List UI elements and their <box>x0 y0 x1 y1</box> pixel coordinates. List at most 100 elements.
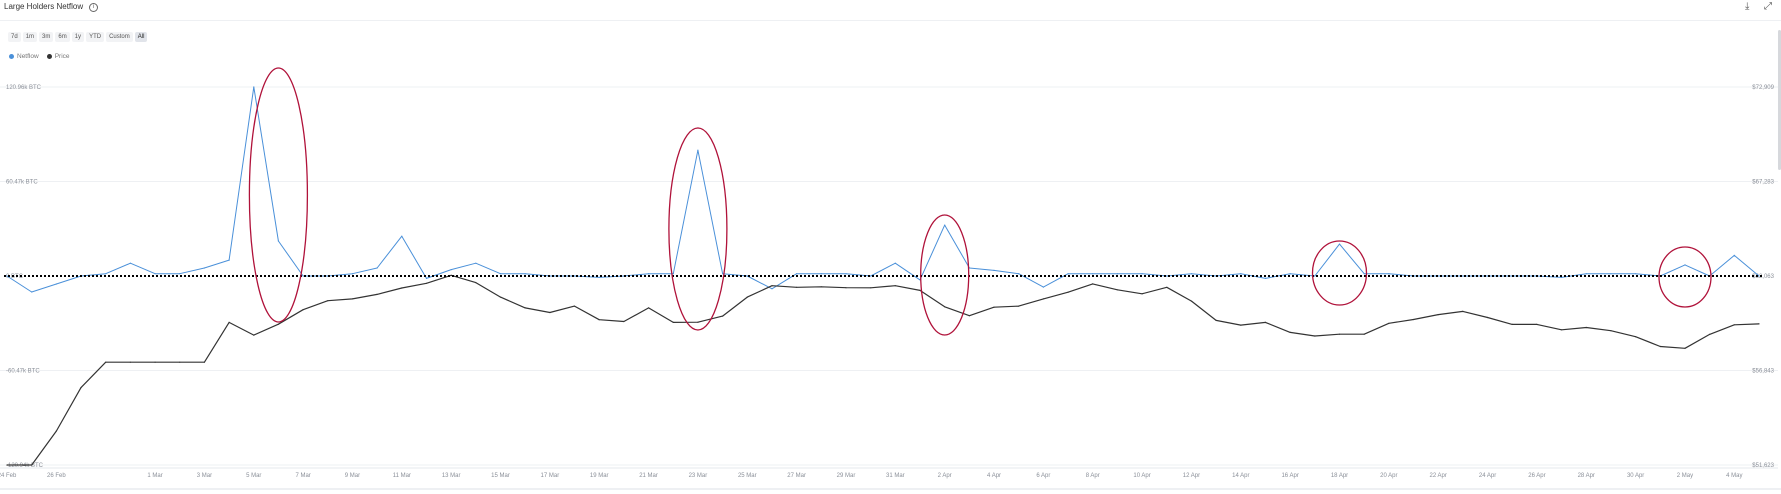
x-tick-label: 23 Mar <box>689 473 708 479</box>
x-tick-label: 27 Mar <box>787 473 806 479</box>
data-point-price <box>648 307 650 309</box>
data-point-price <box>401 287 403 289</box>
legend-item-price[interactable]: Price <box>46 53 70 60</box>
legend-price-label: Price <box>54 53 70 60</box>
data-point-price <box>425 282 428 284</box>
data-point-netflow <box>672 273 674 275</box>
x-tick-label: 20 Apr <box>1380 473 1397 479</box>
data-point-price <box>1536 323 1538 325</box>
data-point-netflow <box>1363 273 1365 275</box>
x-tick-label: 22 Apr <box>1430 473 1447 479</box>
expand-icon[interactable]: ⤢ <box>1764 1 1772 12</box>
data-point-netflow <box>376 267 378 269</box>
data-point-price <box>1733 324 1735 326</box>
range-7d-button[interactable]: 7d <box>8 32 21 42</box>
highlight-ellipse <box>668 127 728 331</box>
data-point-netflow <box>573 275 576 277</box>
data-point-price <box>1289 331 1291 333</box>
data-point-price <box>820 286 822 288</box>
download-icon[interactable]: ⤓ <box>1745 1 1750 12</box>
data-point-netflow <box>450 269 452 271</box>
x-tick-label: 24 Feb <box>0 473 17 479</box>
data-point-price <box>845 287 847 289</box>
data-point-price <box>1190 300 1193 302</box>
range-all-button[interactable]: All <box>134 32 148 42</box>
highlight-ellipse <box>1658 246 1712 308</box>
data-point-price <box>499 296 502 298</box>
data-point-netflow <box>499 273 502 275</box>
x-tick-label: 26 Feb <box>47 473 66 479</box>
data-point-price <box>1042 298 1044 300</box>
chart-header: Large Holders Netflow i ⤓ ⤢ <box>0 0 1781 21</box>
y-left-tick-label: 0 BTC <box>6 274 24 280</box>
x-tick-label: 26 Apr <box>1528 473 1545 479</box>
data-point-netflow <box>203 267 205 269</box>
data-point-netflow <box>277 240 279 242</box>
range-3m-button[interactable]: 3m <box>39 32 54 42</box>
data-point-price <box>1116 289 1118 291</box>
data-point-price <box>179 361 181 363</box>
x-tick-label: 5 Mar <box>246 473 261 479</box>
range-custom-button[interactable]: Custom <box>106 32 133 42</box>
y-right-tick-label: $62,063 <box>1752 274 1774 280</box>
data-point-price <box>944 306 946 308</box>
data-point-price <box>475 282 477 284</box>
data-point-netflow <box>1067 273 1069 275</box>
data-point-price <box>1338 333 1341 335</box>
data-point-price <box>1709 333 1711 335</box>
data-point-price <box>968 315 971 317</box>
y-right-tick-label: $67,283 <box>1752 180 1774 186</box>
data-point-price <box>1437 314 1439 316</box>
data-point-netflow <box>475 262 477 264</box>
data-point-price <box>1412 318 1415 321</box>
data-point-netflow <box>1462 275 1464 277</box>
scrollbar[interactable] <box>1778 30 1781 170</box>
data-point-price <box>1511 323 1513 325</box>
legend-item-netflow[interactable]: Netflow <box>9 53 39 60</box>
y-right-tick-label: $56,843 <box>1752 369 1774 375</box>
data-point-price <box>1585 326 1587 329</box>
data-point-price <box>722 315 724 317</box>
data-point-netflow <box>1264 277 1267 279</box>
data-point-netflow <box>179 273 181 275</box>
data-point-price <box>870 287 872 289</box>
y-left-tick-label: -60.47k BTC <box>6 369 40 375</box>
data-point-price <box>1462 310 1464 312</box>
data-point-netflow <box>820 273 822 275</box>
data-point-netflow <box>129 262 131 264</box>
data-point-netflow <box>771 288 773 290</box>
range-6m-button[interactable]: 6m <box>55 32 70 42</box>
info-icon[interactable]: i <box>89 3 98 12</box>
series-line-price <box>7 274 1760 466</box>
range-1m-button[interactable]: 1m <box>22 32 38 42</box>
x-tick-label: 13 Mar <box>442 473 461 479</box>
data-point-price <box>771 285 773 287</box>
data-point-netflow <box>1758 275 1760 277</box>
data-point-netflow <box>105 273 107 275</box>
data-point-price <box>80 387 82 389</box>
data-point-netflow <box>993 269 995 271</box>
data-point-netflow <box>154 273 156 275</box>
x-tick-label: 6 Apr <box>1036 473 1050 479</box>
x-tick-label: 4 Apr <box>987 473 1001 479</box>
data-point-netflow <box>722 273 724 275</box>
range-1y-button[interactable]: 1y <box>71 32 85 42</box>
legend-netflow-dot <box>9 54 14 59</box>
data-point-price <box>1018 305 1020 307</box>
x-tick-label: 31 Mar <box>886 473 905 479</box>
data-point-price <box>203 361 205 363</box>
y-right-tick-label: $51,623 <box>1752 463 1774 469</box>
y-right-tick-label: $72,909 <box>1752 85 1774 91</box>
x-tick-label: 4 May <box>1726 473 1742 479</box>
data-point-price <box>623 320 625 323</box>
data-point-netflow <box>55 283 58 285</box>
data-point-netflow <box>1314 275 1316 277</box>
range-ytd-button[interactable]: YTD <box>86 32 105 42</box>
data-point-price <box>1141 293 1143 295</box>
data-point-price <box>697 321 699 323</box>
data-point-price <box>549 311 551 314</box>
x-tick-label: 18 Apr <box>1331 473 1348 479</box>
data-point-price <box>1561 329 1563 331</box>
data-point-price <box>993 306 995 308</box>
data-point-netflow <box>598 276 600 278</box>
